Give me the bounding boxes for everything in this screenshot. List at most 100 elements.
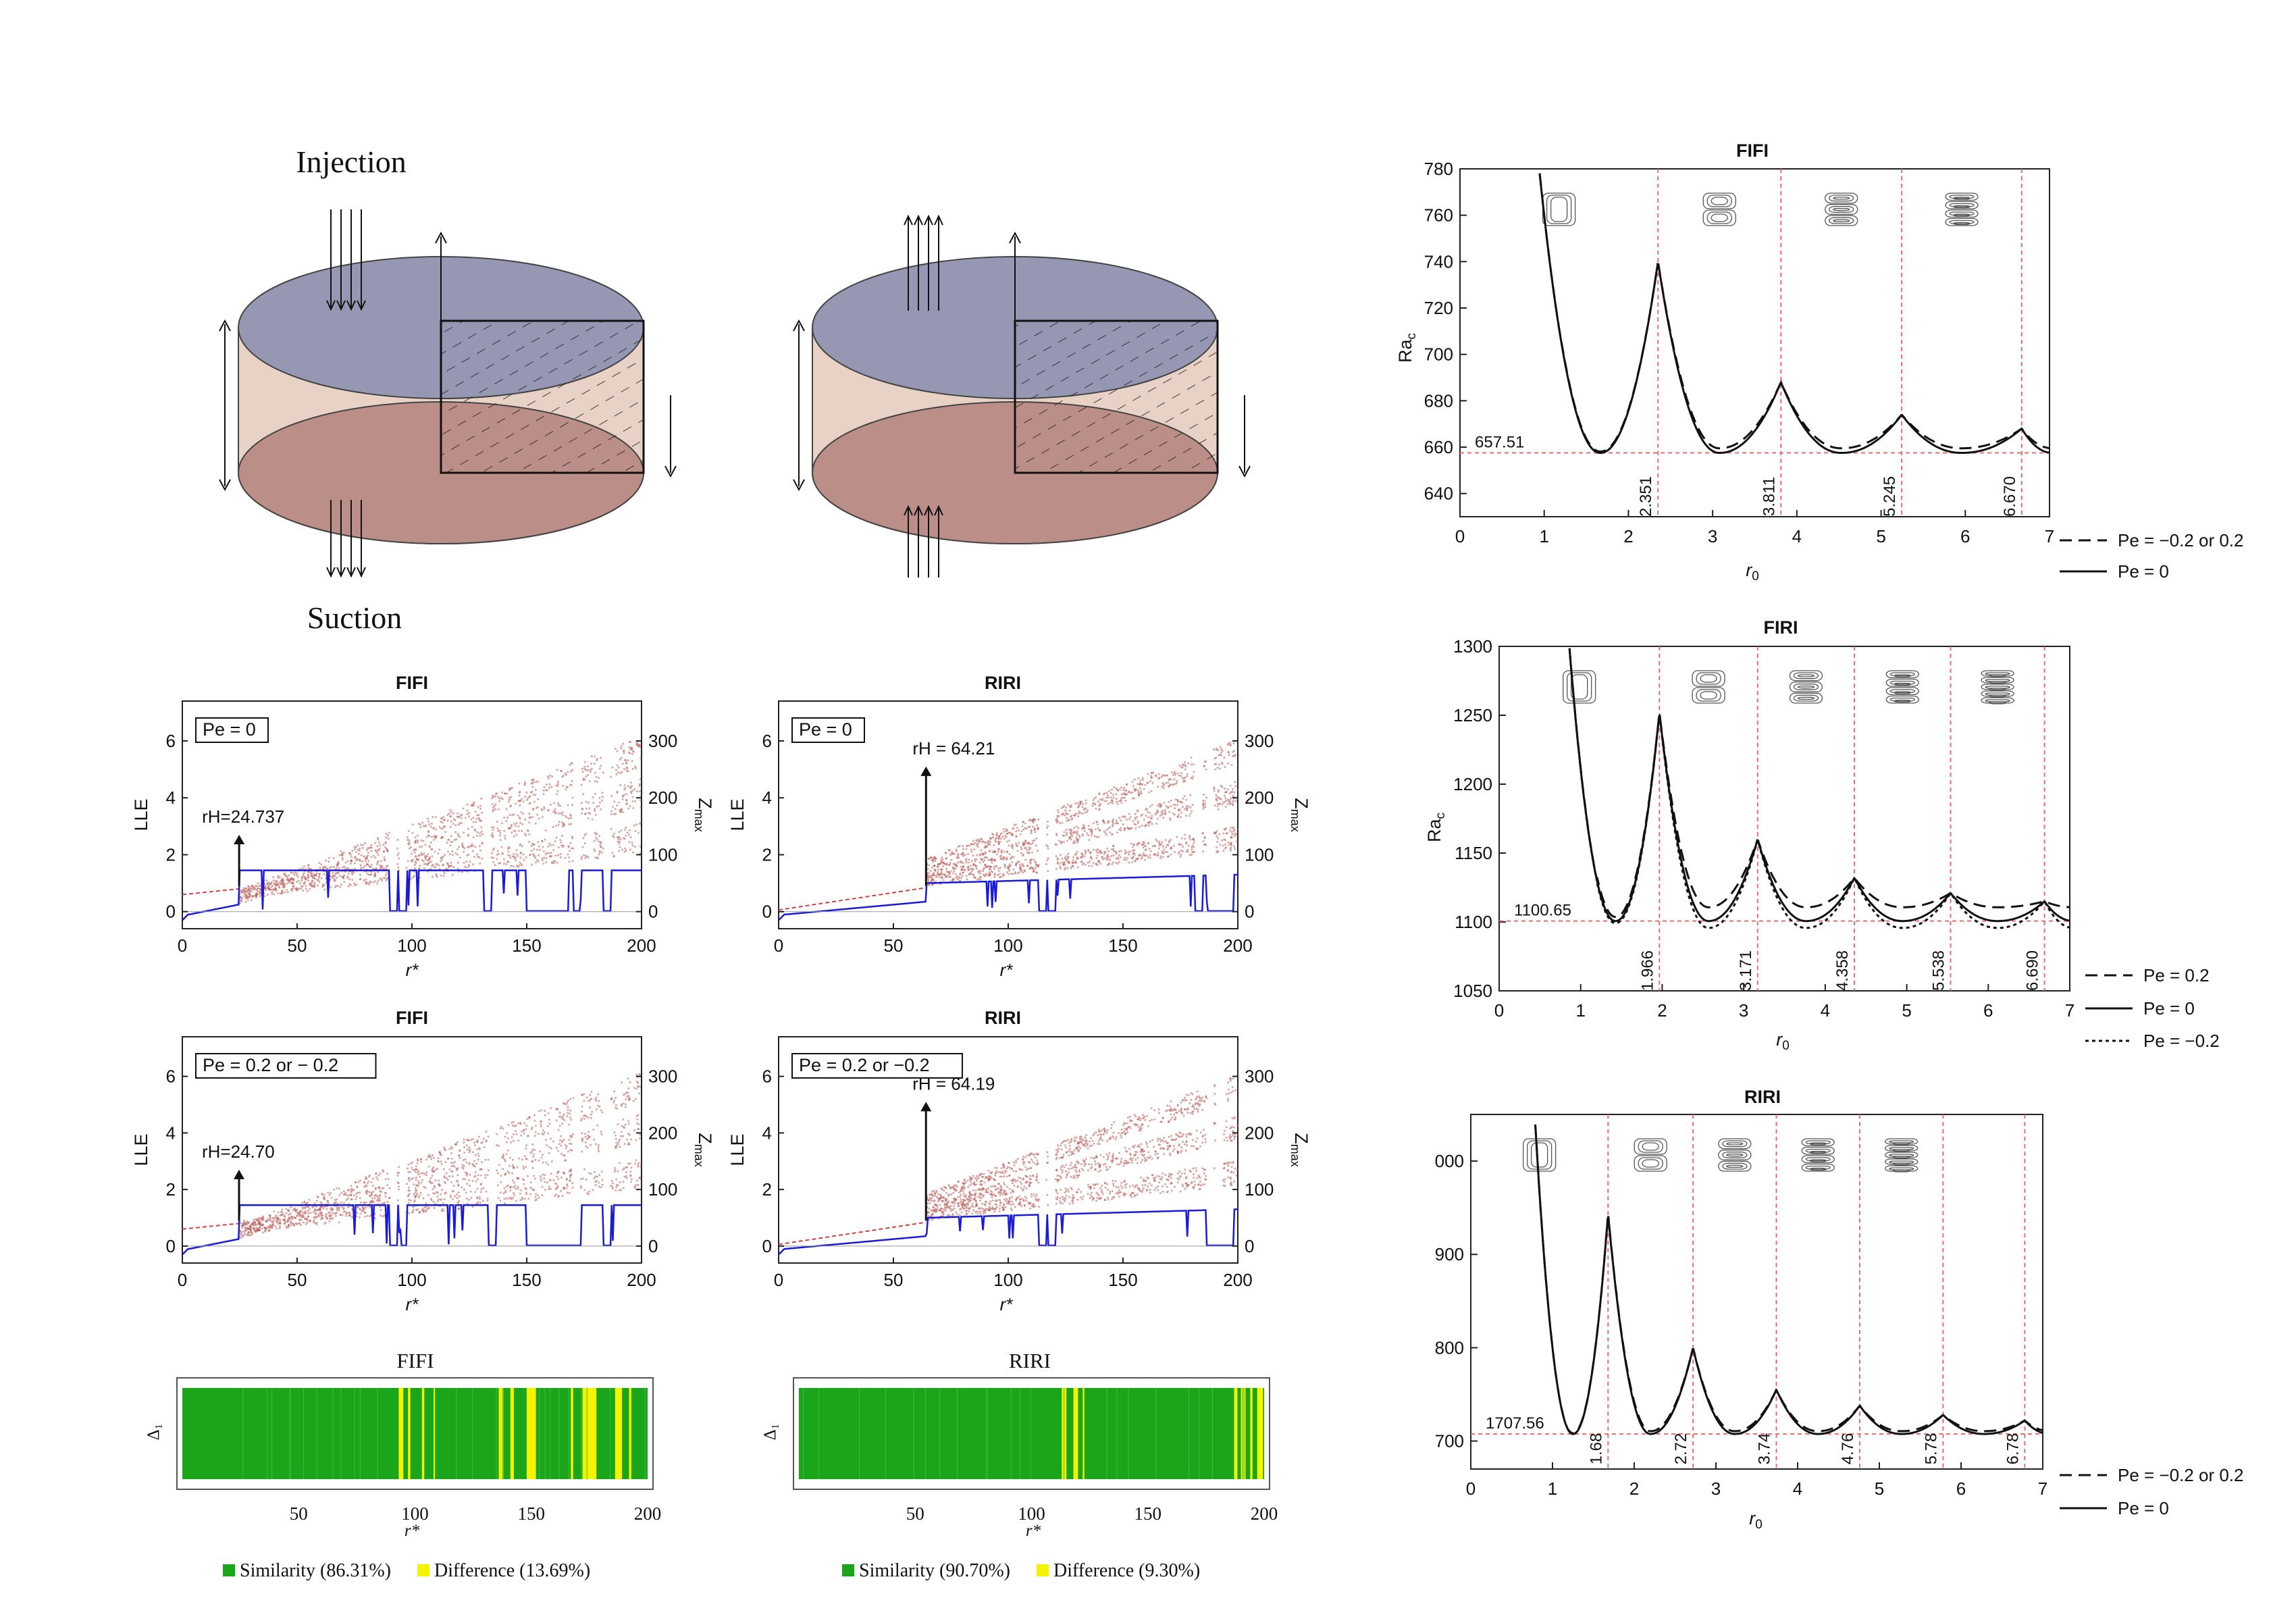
attractor-point (627, 807, 630, 810)
attractor-point (500, 1181, 502, 1183)
attractor-point (583, 1118, 585, 1121)
attractor-point (1133, 797, 1136, 800)
cell-pattern-sketch (1981, 677, 2014, 684)
attractor-point (626, 1095, 629, 1098)
attractor-point (589, 771, 592, 773)
attractor-point (396, 854, 399, 856)
attractor-point (945, 857, 947, 860)
attractor-point (259, 1216, 261, 1219)
attractor-point (635, 823, 637, 826)
attractor-point (1128, 818, 1131, 821)
attractor-point (477, 814, 480, 817)
attractor-point (941, 876, 943, 879)
attractor-point (336, 1198, 338, 1201)
cell-pattern-sketch (1718, 1150, 1752, 1160)
attractor-point (944, 852, 947, 854)
attractor-point (555, 1119, 558, 1122)
attractor-point (982, 873, 985, 876)
attractor-point (1224, 800, 1226, 803)
attractor-point (1109, 831, 1112, 833)
attractor-point (557, 846, 560, 849)
attractor-point (1221, 839, 1223, 842)
attractor-point (590, 1116, 592, 1119)
attractor-point (563, 1139, 565, 1141)
x-tick-label: 1 (1548, 1478, 1557, 1499)
attractor-point (294, 888, 296, 890)
attractor-point (465, 860, 468, 863)
attractor-point (457, 816, 460, 819)
attractor-point (1068, 819, 1070, 821)
attractor-point (534, 856, 537, 859)
attractor-point (545, 1139, 548, 1141)
attractor-point (569, 764, 571, 767)
attractor-point (1156, 817, 1159, 820)
attractor-point (981, 841, 983, 844)
attractor-point (531, 1166, 534, 1169)
attractor-point (955, 873, 957, 875)
attractor-point (507, 850, 510, 853)
attractor-point (1182, 797, 1184, 800)
attractor-point (449, 1194, 452, 1197)
attractor-point (1162, 813, 1164, 815)
attractor-point (1230, 796, 1232, 799)
attractor-point (634, 1162, 637, 1165)
attractor-point (554, 1188, 557, 1191)
attractor-point (1186, 850, 1189, 853)
attractor-point (415, 1189, 417, 1192)
attractor-point (357, 844, 359, 847)
attractor-point (1127, 851, 1130, 854)
attractor-point (1090, 856, 1093, 858)
attractor-point (377, 871, 380, 873)
attractor-point (636, 1118, 639, 1121)
attractor-point (1073, 830, 1076, 833)
attractor-point (638, 1137, 641, 1139)
attractor-point (631, 752, 633, 755)
attractor-point (1174, 813, 1176, 816)
attractor-point (1070, 804, 1072, 806)
attractor-point (342, 1207, 345, 1210)
inflow-arrows-right-bottom (904, 505, 943, 577)
attractor-point (612, 836, 615, 839)
attractor-point (482, 1187, 485, 1189)
attractor-point (473, 1164, 475, 1167)
attractor-point (1056, 857, 1059, 860)
attractor-point (967, 852, 970, 855)
attractor-point (1143, 841, 1146, 844)
attractor-point (410, 877, 412, 880)
attractor-point (328, 1211, 330, 1214)
attractor-point (513, 1181, 515, 1184)
attractor-point (465, 1191, 467, 1194)
attractor-point (377, 1196, 380, 1199)
attractor-point (508, 788, 511, 790)
attractor-point (1180, 849, 1182, 852)
attractor-point (472, 836, 475, 839)
attractor-point (508, 796, 511, 799)
attractor-point (1035, 871, 1038, 874)
attractor-point (341, 1214, 344, 1216)
attractor-point (1214, 832, 1216, 835)
attractor-point (583, 768, 586, 771)
x-tick-label: 7 (2038, 1478, 2047, 1499)
attractor-point (467, 833, 470, 836)
attractor-point (416, 841, 419, 844)
attractor-point (301, 879, 303, 882)
attractor-point (1061, 861, 1064, 864)
attractor-point (1020, 865, 1022, 868)
attractor-point (265, 879, 268, 881)
attractor-point (590, 763, 592, 765)
attractor-point (432, 1192, 435, 1195)
attractor-point (585, 807, 588, 810)
attractor-point (1141, 825, 1143, 827)
attractor-point (1007, 873, 1010, 875)
attractor-point (479, 804, 482, 807)
attractor-point (598, 767, 601, 770)
attractor-point (1070, 834, 1073, 837)
chart-title: RIRI (1744, 1087, 1781, 1107)
attractor-point (1019, 869, 1022, 871)
attractor-point (1142, 779, 1145, 781)
attractor-point (547, 809, 550, 812)
attractor-point (1235, 800, 1238, 802)
cell-pattern-sketch (1989, 688, 2006, 691)
attractor-point (1012, 847, 1014, 850)
attractor-point (970, 865, 972, 867)
